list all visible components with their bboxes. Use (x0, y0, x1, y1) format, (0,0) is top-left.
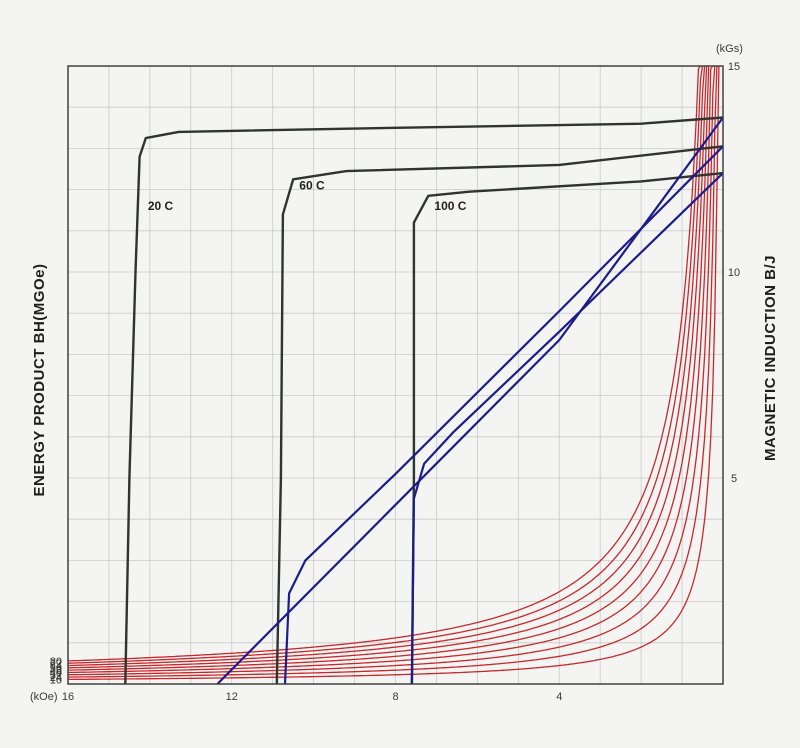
right-axis-unit: (kGs) (716, 43, 743, 55)
energy-curve-16 (68, 65, 720, 681)
x-axis-unit: (kOe) (30, 691, 58, 703)
energy-curve-32 (67, 65, 716, 676)
right-tick-label: 10 (728, 267, 740, 279)
temperature-label: 20 C (148, 199, 174, 213)
energy-curve-72 (68, 65, 704, 664)
energy-tick-label: 64 (50, 661, 62, 673)
energy-curve-24 (68, 65, 718, 678)
plot-frame (67, 65, 724, 685)
j-curve-100C (410, 171, 724, 685)
energy-tick-label: 56 (50, 663, 62, 675)
energy-tick-label: 48 (50, 665, 62, 677)
normal-b-curves (216, 116, 724, 685)
temperature-label: 100 C (434, 199, 466, 213)
energy-tick-label: 72 (50, 658, 62, 670)
right-tick-label: 15 (728, 61, 740, 73)
energy-tick-label: 24 (50, 672, 62, 684)
energy-product-curves (67, 65, 720, 681)
energy-curve-40 (67, 65, 714, 674)
energy-tick-label: 40 (50, 667, 62, 679)
b-curve-60C (283, 145, 724, 685)
right-axis-title: MAGNETIC INDUCTION B/J (762, 255, 779, 461)
left-axis-title: ENERGY PRODUCT BH(MGOe) (31, 264, 48, 497)
energy-curve-48 (67, 65, 710, 671)
temperature-label: 60 C (299, 179, 325, 193)
energy-curve-80 (68, 65, 702, 662)
energy-tick-label: 80 (50, 656, 62, 668)
energy-tick-label: 16 (50, 674, 62, 686)
j-curve-20C (124, 116, 724, 685)
x-tick-label: 12 (226, 691, 238, 703)
x-tick-label: 8 (392, 691, 398, 703)
x-tick-label: 16 (62, 691, 74, 703)
energy-curve-64 (68, 65, 706, 667)
j-curve-60C (275, 145, 724, 685)
energy-curve-56 (68, 65, 708, 669)
intrinsic-j-curves (124, 116, 724, 685)
b-curve-100C (410, 172, 724, 685)
right-tick-label: 5 (731, 473, 737, 485)
x-tick-label: 4 (556, 691, 562, 703)
energy-tick-label: 32 (50, 670, 62, 682)
